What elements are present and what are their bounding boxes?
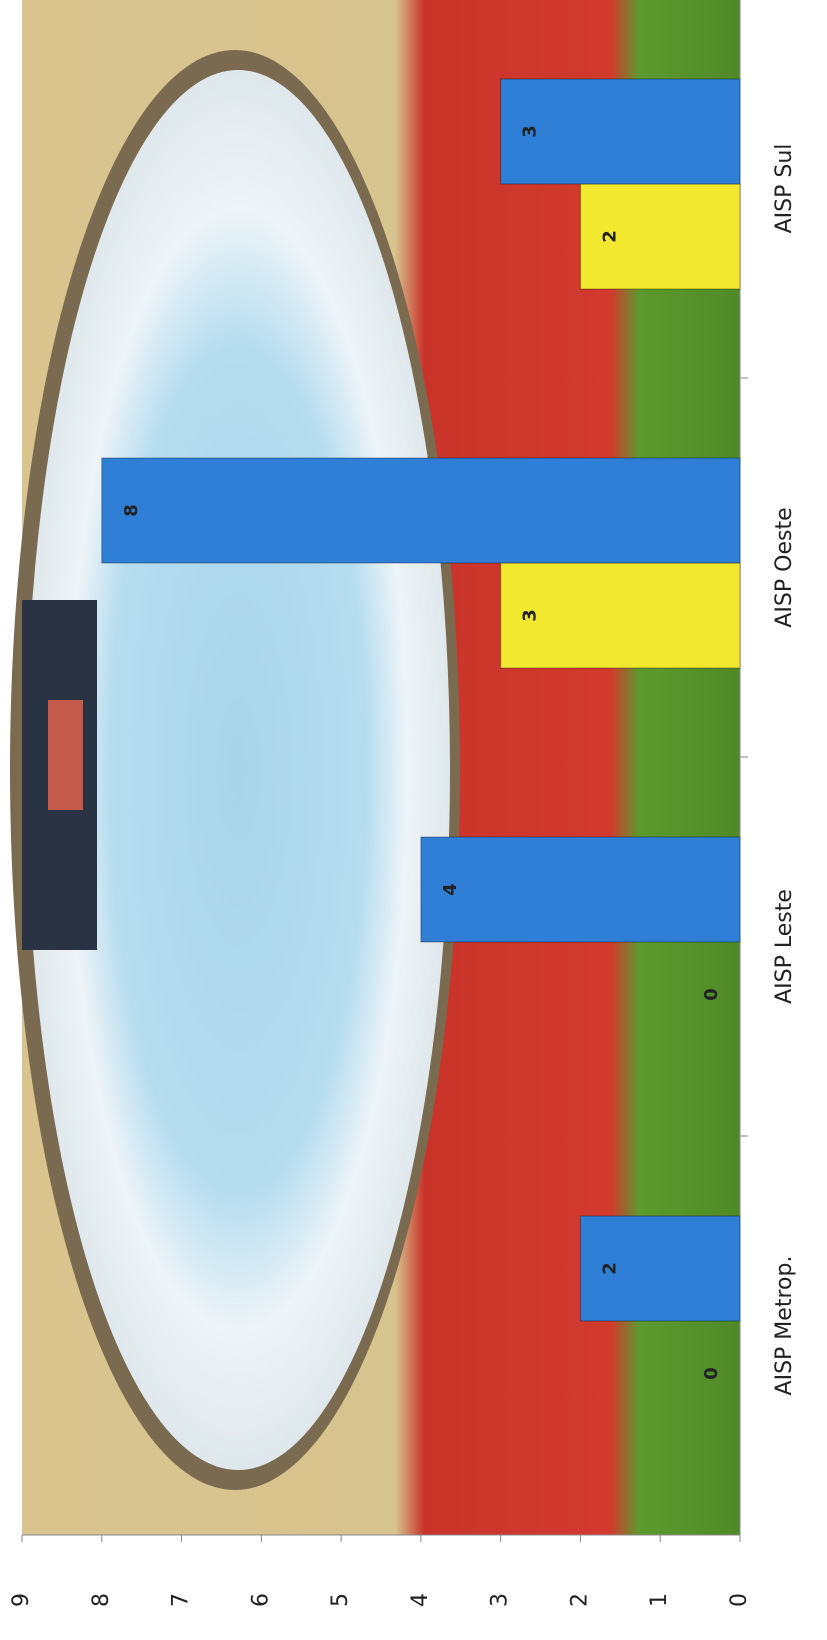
bar (500, 562, 741, 669)
value-label: 4 (440, 883, 461, 896)
bar (579, 1215, 741, 1322)
y-tick-label: 2 (567, 1593, 592, 1607)
value-label: 0 (701, 1367, 722, 1380)
x-tick-label: AISP Leste (772, 889, 797, 1004)
y-tick-label: 1 (647, 1593, 672, 1607)
bar (579, 183, 741, 290)
x-tick-label: AISP Metrop. (772, 1256, 797, 1396)
bar (101, 457, 741, 564)
y-tick-label: 8 (89, 1593, 114, 1607)
value-label: 0 (701, 988, 722, 1001)
y-tick-label: 0 (727, 1593, 752, 1607)
value-label: 2 (599, 1262, 620, 1275)
y-tick-label: 4 (408, 1593, 433, 1607)
value-label: 3 (520, 125, 541, 138)
x-tick-label: AISP Oeste (772, 507, 797, 627)
y-tick-label: 6 (248, 1593, 273, 1607)
y-tick-label: 3 (488, 1593, 513, 1607)
y-tick-label: 5 (328, 1593, 353, 1607)
value-label: 3 (520, 609, 541, 622)
bar (500, 78, 741, 185)
bar (420, 836, 741, 943)
y-tick-label: 9 (9, 1593, 34, 1607)
value-label: 2 (599, 230, 620, 243)
y-tick-label: 7 (169, 1593, 194, 1607)
x-tick-label: AISP Sul (772, 144, 797, 234)
value-label: 8 (121, 504, 142, 517)
